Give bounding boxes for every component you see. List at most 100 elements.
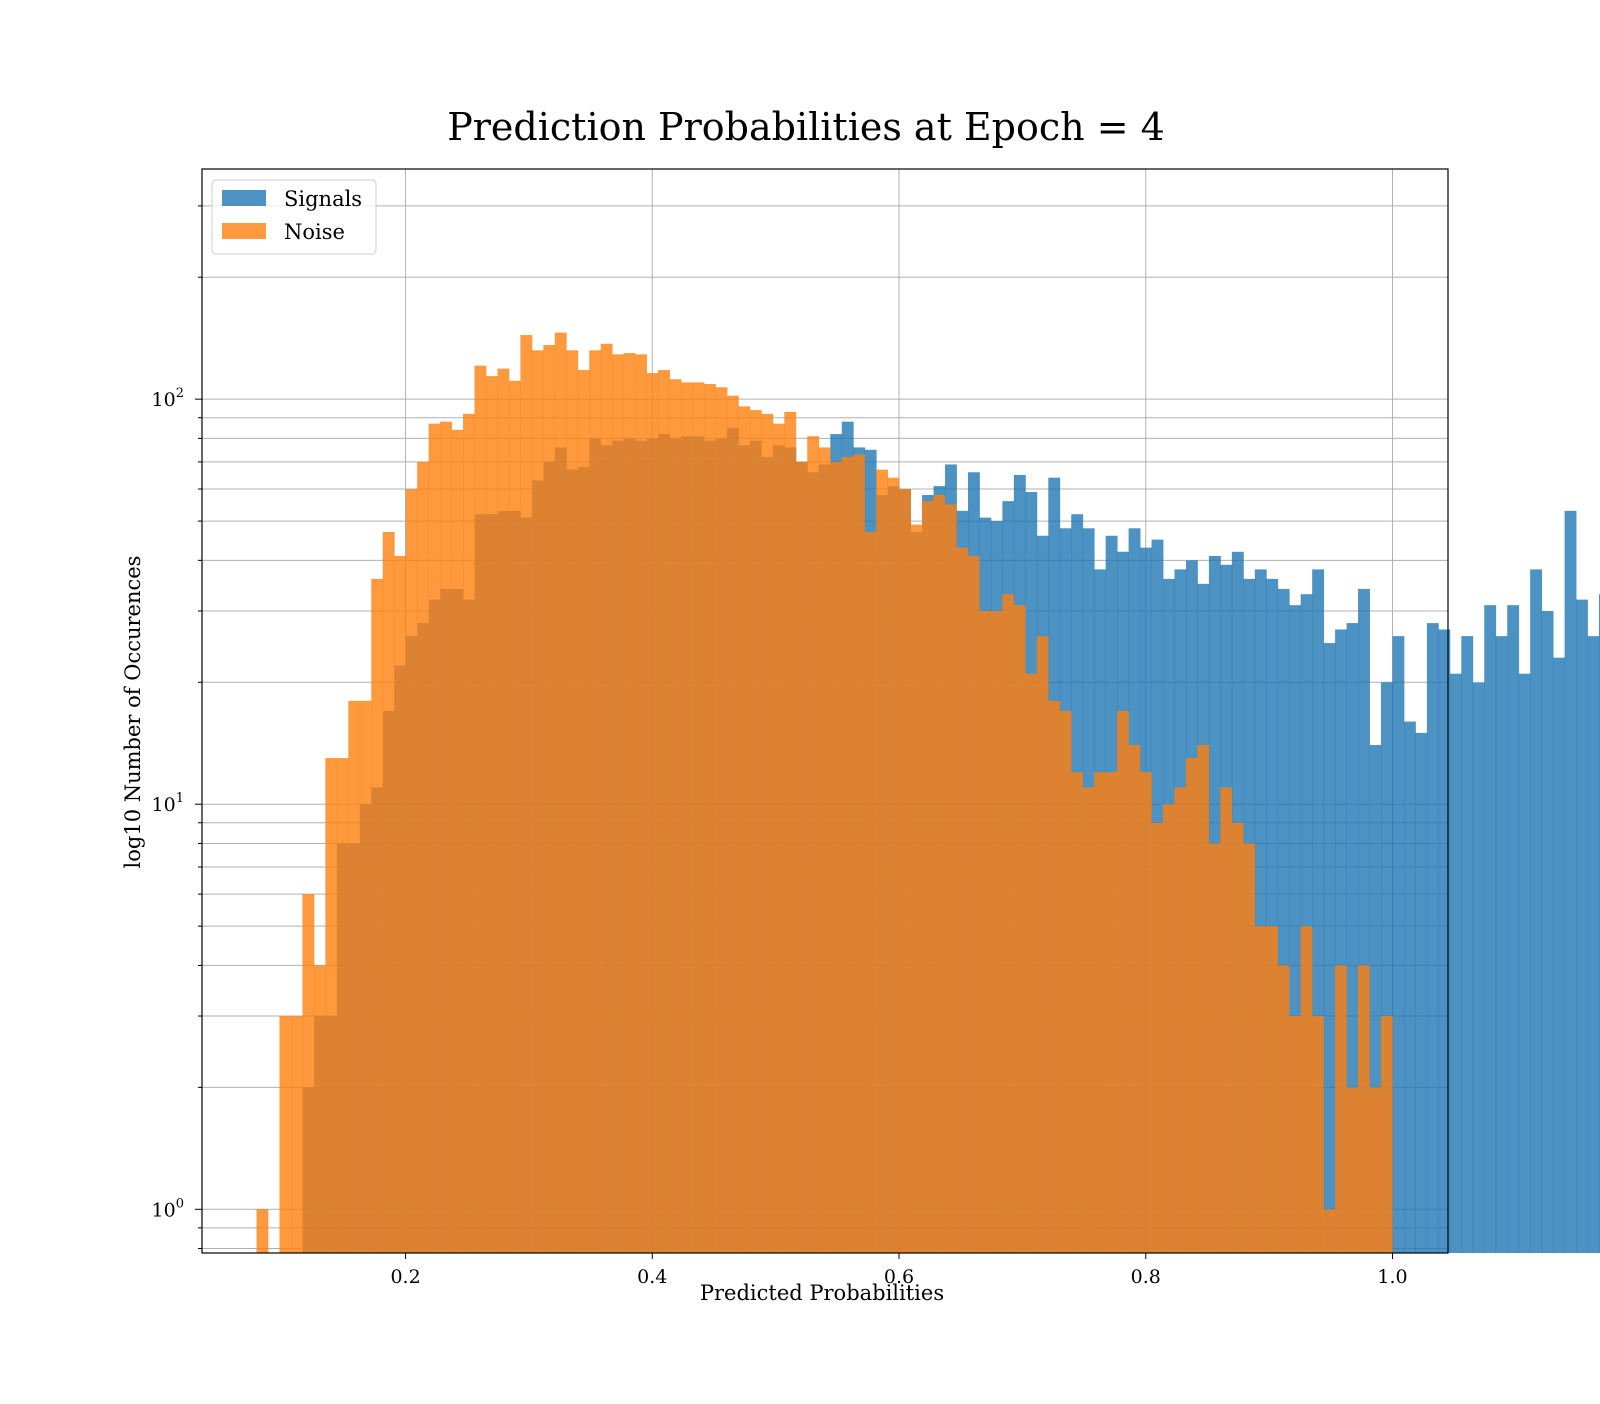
signals-bar xyxy=(1289,605,1302,1253)
noise-bar xyxy=(921,501,934,1253)
noise-bar xyxy=(1059,710,1072,1253)
noise-bar xyxy=(1105,772,1118,1253)
noise-bar xyxy=(1312,1016,1324,1253)
signals-bar xyxy=(1449,673,1462,1253)
noise-bar xyxy=(635,354,648,1254)
noise-bar xyxy=(1277,965,1290,1253)
noise-bar xyxy=(967,556,980,1253)
noise-bar xyxy=(589,350,602,1253)
noise-bar xyxy=(290,1016,303,1253)
signals-bar xyxy=(1564,510,1577,1253)
signals-bar xyxy=(1438,629,1451,1253)
noise-bar xyxy=(612,354,625,1254)
noise-bar xyxy=(681,382,693,1253)
signals-bar xyxy=(1472,682,1485,1253)
noise-bar xyxy=(1048,700,1061,1253)
x-tick-label: 0.4 xyxy=(637,1266,667,1288)
chart-title: Prediction Probabilities at Epoch = 4 xyxy=(447,105,1165,149)
noise-bar xyxy=(818,447,831,1253)
noise-bar xyxy=(1162,804,1175,1253)
noise-bar xyxy=(784,411,797,1254)
noise-bar xyxy=(692,382,705,1253)
noise-bar xyxy=(554,332,567,1253)
noise-bar xyxy=(738,406,751,1253)
noise-bar xyxy=(1185,758,1198,1253)
signals-bar xyxy=(1553,657,1565,1253)
noise-bar xyxy=(359,700,372,1253)
noise-bar xyxy=(1071,772,1083,1253)
x-axis-label: Predicted Probabilities xyxy=(700,1281,944,1305)
noise-bar xyxy=(371,578,384,1253)
noise-bar xyxy=(807,436,820,1254)
noise-bar xyxy=(382,531,395,1253)
noise-bar xyxy=(417,461,430,1253)
noise-bar xyxy=(933,494,946,1254)
noise-bar xyxy=(887,477,900,1254)
noise-bar xyxy=(1013,605,1026,1253)
noise-bar xyxy=(1208,843,1221,1253)
signals-bar xyxy=(1518,673,1531,1253)
noise-bar xyxy=(715,387,728,1253)
noise-bar xyxy=(1357,965,1370,1253)
noise-bar xyxy=(1266,926,1279,1253)
noise-bar xyxy=(1139,772,1152,1253)
noise-bar xyxy=(1197,745,1210,1253)
noise-bar xyxy=(841,456,854,1253)
noise-bar xyxy=(1289,1016,1301,1253)
signals-bar xyxy=(1358,588,1370,1253)
signals-bar xyxy=(1507,605,1520,1253)
noise-bar xyxy=(325,758,338,1253)
noise-bar xyxy=(600,343,613,1254)
noise-bar xyxy=(1369,1087,1382,1253)
noise-bar xyxy=(1300,926,1313,1253)
noise-bar xyxy=(1254,926,1267,1253)
noise-bar xyxy=(669,379,682,1253)
noise-bar xyxy=(1334,965,1347,1253)
noise-bar xyxy=(795,461,808,1253)
noise-bar xyxy=(761,413,774,1253)
noise-bar xyxy=(302,894,315,1253)
signals-bar xyxy=(1254,569,1267,1253)
signals-bar xyxy=(1530,569,1543,1253)
noise-bar xyxy=(1220,787,1233,1253)
signals-bar xyxy=(1346,623,1359,1253)
noise-bar xyxy=(1094,772,1106,1253)
noise-bar xyxy=(1117,710,1129,1253)
y-tick-label: 100 xyxy=(152,1196,184,1221)
noise-bar xyxy=(623,353,636,1253)
noise-bar xyxy=(1243,843,1256,1253)
noise-bar xyxy=(749,410,762,1253)
noise-bar xyxy=(1231,822,1244,1253)
signals-bar xyxy=(1484,605,1497,1253)
noise-bar xyxy=(1174,787,1187,1253)
noise-bar xyxy=(956,547,969,1253)
legend-swatch-signals xyxy=(222,190,266,206)
noise-bar xyxy=(566,350,579,1253)
signals-bar xyxy=(1495,636,1508,1253)
noise-bar xyxy=(440,421,452,1254)
bars-layer xyxy=(256,332,1600,1254)
noise-bar xyxy=(508,380,521,1253)
series-noise xyxy=(256,332,1393,1254)
noise-bar xyxy=(772,423,785,1253)
noise-bar xyxy=(520,335,533,1253)
noise-bar xyxy=(864,531,877,1253)
signals-bar xyxy=(1335,629,1347,1253)
legend: Signals Noise xyxy=(211,179,377,255)
signals-bar xyxy=(1461,636,1474,1253)
noise-bar xyxy=(428,423,441,1253)
signals-bar xyxy=(1300,594,1313,1253)
noise-bar xyxy=(543,345,556,1253)
signals-bar xyxy=(1403,721,1416,1253)
noise-bar xyxy=(944,504,957,1253)
noise-bar xyxy=(348,700,361,1253)
noise-bar xyxy=(899,489,911,1253)
signals-bar xyxy=(1381,682,1393,1253)
noise-bar xyxy=(876,469,888,1254)
noise-bar xyxy=(336,758,349,1253)
noise-bar xyxy=(830,461,843,1253)
noise-bar xyxy=(646,373,659,1254)
noise-bar xyxy=(910,524,923,1253)
noise-bar xyxy=(497,368,510,1253)
